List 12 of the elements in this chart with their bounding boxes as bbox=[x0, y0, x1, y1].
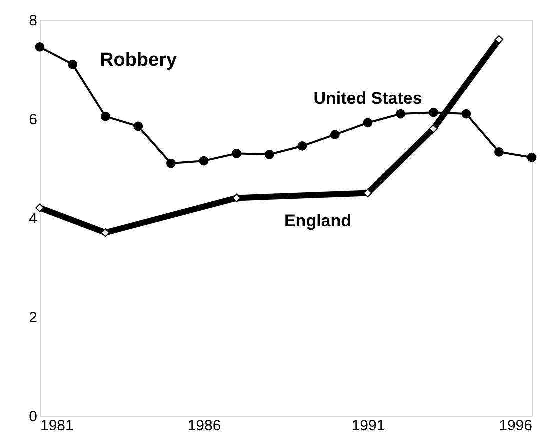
series-label: England bbox=[284, 211, 352, 230]
y-tick-label: 4 bbox=[29, 210, 38, 228]
y-tick-label: 0 bbox=[29, 408, 38, 426]
y-tick-label: 6 bbox=[29, 112, 38, 128]
y-tick-label: 8 bbox=[29, 12, 38, 30]
annotation: Robbery bbox=[100, 50, 178, 71]
x-tick-label: 1996 bbox=[499, 418, 532, 434]
x-tick-label: 1991 bbox=[352, 418, 386, 434]
y-tick-label: 2 bbox=[29, 310, 38, 326]
x-tick-label: 1986 bbox=[188, 418, 222, 434]
series-label: United States bbox=[314, 88, 422, 108]
x-tick-label: 1981 bbox=[40, 418, 74, 434]
